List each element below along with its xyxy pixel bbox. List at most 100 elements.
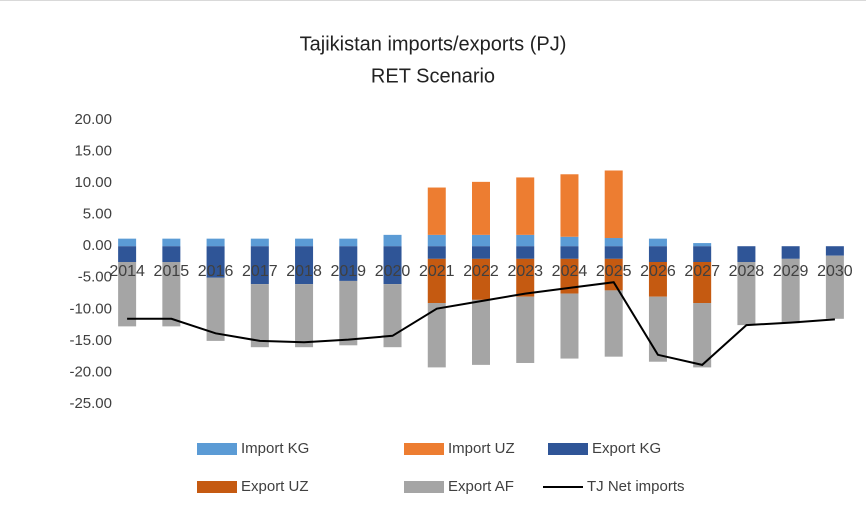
bar — [472, 234, 490, 247]
bar — [604, 290, 623, 357]
x-tick-label: 2018 — [286, 263, 322, 280]
bar — [604, 246, 623, 259]
bar — [516, 177, 535, 235]
bar — [118, 262, 137, 327]
bar — [516, 296, 535, 363]
bar — [648, 262, 667, 297]
x-tick-label: 2027 — [684, 263, 720, 280]
bar — [427, 234, 446, 247]
bar — [295, 284, 314, 348]
bar — [295, 238, 314, 247]
legend-swatch — [548, 443, 588, 455]
chart-subtitle: RET Scenario — [371, 65, 495, 87]
legend-swatch — [197, 481, 237, 493]
bar — [737, 246, 756, 262]
legend-label: Export AF — [448, 478, 514, 495]
bar — [516, 234, 535, 247]
bar — [825, 255, 844, 319]
y-tick-label: -5.00 — [78, 269, 112, 286]
x-tick-label: 2028 — [729, 263, 765, 280]
y-tick-label: -20.00 — [69, 363, 112, 380]
bar — [825, 246, 844, 256]
bar — [206, 277, 225, 341]
bar — [737, 262, 756, 326]
x-tick-label: 2016 — [198, 263, 234, 280]
bar — [206, 238, 225, 247]
bar — [162, 246, 181, 262]
bar — [648, 296, 667, 362]
bar — [781, 246, 800, 259]
bar — [472, 299, 490, 365]
bar — [516, 258, 535, 297]
bar — [427, 187, 446, 235]
y-tick-label: -25.00 — [69, 395, 112, 412]
x-tick-label: 2025 — [596, 263, 632, 280]
y-tick-label: 20.00 — [74, 111, 112, 128]
bar — [250, 246, 269, 285]
bar — [427, 246, 446, 259]
bar — [339, 246, 358, 281]
legend-swatch — [197, 443, 237, 455]
y-tick-label: 10.00 — [74, 174, 112, 191]
bar — [693, 243, 712, 247]
bar — [560, 293, 579, 359]
x-tick-label: 2021 — [419, 263, 455, 280]
bar — [648, 238, 667, 247]
legend-swatch — [404, 481, 444, 493]
x-tick-label: 2023 — [507, 263, 543, 280]
y-tick-label: -10.00 — [69, 300, 112, 317]
legend-swatch — [404, 443, 444, 455]
bar — [693, 303, 712, 368]
bar — [648, 246, 667, 262]
bar — [693, 262, 712, 304]
bar — [162, 262, 181, 327]
bar — [250, 284, 269, 348]
legend-label: Import KG — [241, 440, 309, 457]
bar — [693, 246, 712, 262]
x-tick-label: 2026 — [640, 263, 676, 280]
bar — [472, 258, 490, 300]
bar — [560, 258, 579, 294]
x-tick-label: 2017 — [242, 263, 278, 280]
x-tick-label: 2019 — [330, 263, 366, 280]
bar — [472, 246, 490, 259]
y-tick-label: 15.00 — [74, 143, 112, 160]
bar — [560, 174, 579, 237]
x-tick-label: 2024 — [552, 263, 588, 280]
x-tick-label: 2014 — [109, 263, 145, 280]
bar — [604, 170, 623, 239]
bar — [339, 238, 358, 247]
legend-label: Import UZ — [448, 440, 515, 457]
bar — [427, 258, 446, 304]
x-tick-label: 2029 — [773, 263, 809, 280]
bar — [206, 246, 225, 278]
legend-label: TJ Net imports — [587, 478, 685, 495]
bar — [472, 181, 490, 235]
legend-label: Export KG — [592, 440, 661, 457]
bar — [604, 238, 623, 247]
bar — [427, 303, 446, 368]
x-tick-label: 2030 — [817, 263, 853, 280]
bar — [295, 246, 314, 285]
bar — [383, 234, 402, 247]
bar — [118, 246, 137, 262]
bar — [118, 238, 137, 247]
bar — [383, 284, 402, 348]
bar — [560, 236, 579, 247]
bar — [250, 238, 269, 247]
x-tick-label: 2022 — [463, 263, 499, 280]
x-tick-label: 2020 — [375, 263, 411, 280]
bar — [162, 238, 181, 247]
bar — [560, 246, 579, 259]
bar — [383, 246, 402, 285]
line — [127, 281, 835, 366]
legend-label: Export UZ — [241, 478, 309, 495]
x-tick-label: 2015 — [154, 263, 190, 280]
y-tick-label: -15.00 — [69, 332, 112, 349]
bar — [516, 246, 535, 259]
chart-title: Tajikistan imports/exports (PJ) — [300, 33, 567, 55]
bar — [781, 258, 800, 324]
y-tick-label: 0.00 — [83, 237, 112, 254]
y-tick-label: 5.00 — [83, 206, 112, 223]
